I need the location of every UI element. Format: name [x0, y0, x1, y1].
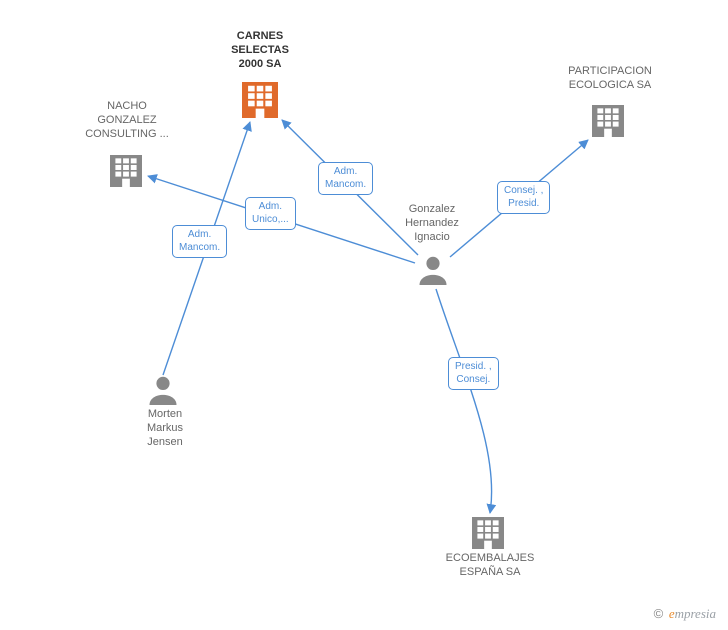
building-icon: [472, 517, 504, 549]
node-label: CARNESSELECTAS2000 SA: [220, 30, 300, 71]
edge: [436, 289, 492, 513]
copyright-symbol: ©: [654, 606, 664, 621]
person-icon: [150, 377, 177, 405]
edge-label: Adm.Mancom.: [318, 162, 373, 195]
node-label: PARTICIPACIONECOLOGICA SA: [555, 65, 665, 93]
node-label: GonzalezHernandezIgnacio: [397, 203, 467, 244]
building-icon: [110, 155, 142, 187]
edge-label: Consej. ,Presid.: [497, 181, 550, 214]
edge-label: Presid. ,Consej.: [448, 357, 499, 390]
node-label: NACHOGONZALEZCONSULTING ...: [77, 100, 177, 141]
building-main-icon: [242, 82, 278, 118]
edge-label: Adm.Unico,...: [245, 197, 296, 230]
building-icon: [592, 105, 624, 137]
brand-rest: mpresia: [675, 606, 716, 621]
diagram-canvas: [0, 0, 728, 630]
watermark: © empresia: [654, 606, 716, 622]
node-label: ECOEMBALAJESESPAÑA SA: [440, 552, 540, 580]
node-label: MortenMarkusJensen: [135, 408, 195, 449]
edge-label: Adm.Mancom.: [172, 225, 227, 258]
person-icon: [420, 257, 447, 285]
